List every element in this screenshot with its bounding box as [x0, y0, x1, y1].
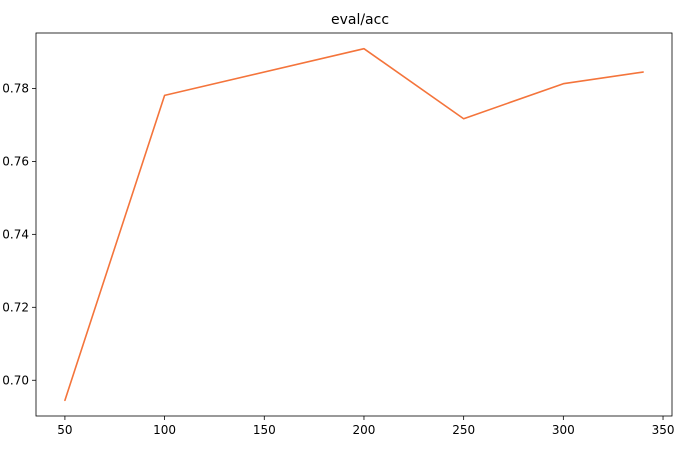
y-axis: 0.70 0.72 0.74 0.76 0.78: [2, 81, 36, 387]
plot-area: [35, 32, 673, 417]
y-tick-label: 0.76: [2, 154, 29, 168]
x-tick-label: 200: [353, 423, 376, 437]
series-line: [64, 47, 644, 402]
x-tick-label: 300: [552, 423, 575, 437]
x-tick-label: 100: [153, 423, 176, 437]
x-tick-label: 150: [253, 423, 276, 437]
chart-title: eval/acc: [331, 12, 389, 28]
y-tick-label: 0.70: [2, 373, 29, 387]
y-tick-label: 0.72: [2, 300, 29, 314]
plot-frame: [35, 32, 673, 417]
x-axis: 50 100 150 200 250 300 350: [57, 416, 674, 437]
y-tick-label: 0.74: [2, 227, 29, 241]
x-tick-label: 50: [57, 423, 72, 437]
x-tick-label: 350: [652, 423, 675, 437]
x-tick-label: 250: [452, 423, 475, 437]
y-tick-label: 0.78: [2, 81, 29, 95]
